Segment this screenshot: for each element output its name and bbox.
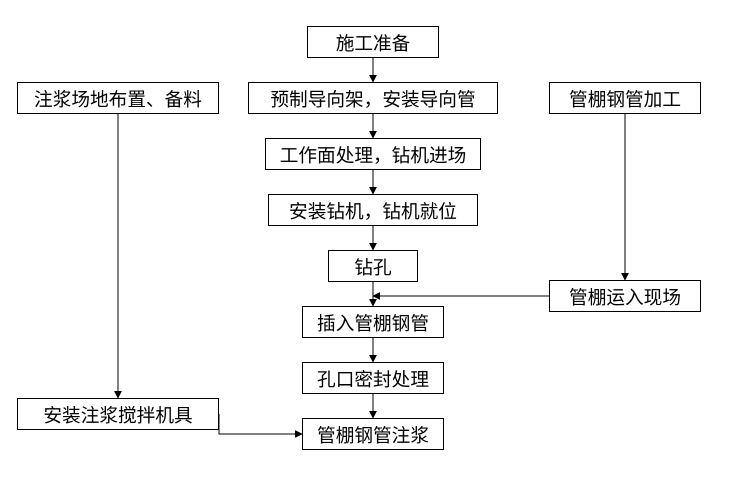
flowchart-node-label: 注浆场地布置、备料 (34, 85, 202, 112)
flowchart-node-n2: 预制导向架，安装导向管 (248, 82, 498, 114)
flowchart-node-label: 工作面处理，钻机进场 (280, 141, 467, 168)
flowchart-node-n6: 插入管棚钢管 (302, 306, 444, 338)
flowchart-node-nL2: 安装注浆搅拌机具 (17, 398, 219, 430)
flowchart-node-n4: 安装钻机，钻机就位 (268, 194, 478, 226)
flowchart-node-label: 插入管棚钢管 (317, 309, 429, 336)
flowchart-node-n3: 工作面处理，钻机进场 (265, 138, 481, 170)
flowchart-node-nR1: 管棚钢管加工 (549, 82, 701, 114)
flowchart-node-n7: 孔口密封处理 (302, 362, 444, 394)
flowchart-node-label: 安装注浆搅拌机具 (43, 401, 192, 428)
flowchart-node-nL1: 注浆场地布置、备料 (17, 82, 219, 114)
flowchart-node-label: 安装钻机，钻机就位 (289, 197, 457, 224)
flowchart-node-n5: 钻孔 (328, 250, 418, 282)
flowchart-node-label: 管棚运入现场 (569, 283, 681, 310)
flowchart-node-n8: 管棚钢管注浆 (302, 418, 444, 450)
flowchart-node-label: 预制导向架，安装导向管 (270, 85, 475, 112)
flowchart-node-label: 钻孔 (354, 253, 391, 280)
flowchart-node-label: 管棚钢管注浆 (317, 421, 429, 448)
flowchart-node-label: 管棚钢管加工 (569, 85, 681, 112)
flowchart-node-label: 施工准备 (336, 29, 411, 56)
flowchart-edge (219, 414, 302, 434)
flowchart-node-nR2: 管棚运入现场 (549, 280, 701, 312)
flowchart-node-label: 孔口密封处理 (317, 365, 429, 392)
flowchart-node-n1: 施工准备 (307, 26, 439, 58)
